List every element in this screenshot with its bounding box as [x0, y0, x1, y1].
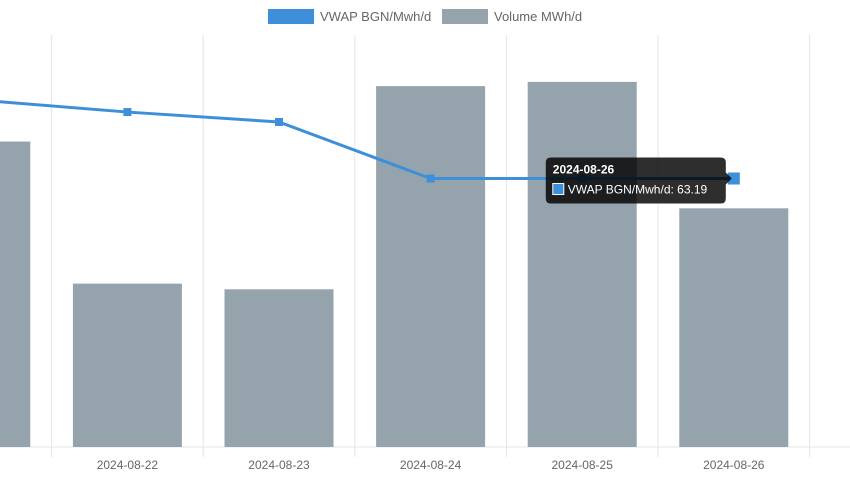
vwap-point-2024-08-24[interactable] [426, 174, 435, 183]
tooltip-title: 2024-08-26 [553, 163, 615, 177]
tooltip-background [545, 157, 732, 204]
tooltip-label: VWAP BGN/Mwh/d: 63.19 [568, 183, 708, 197]
x-tick-label: 2024-08-24 [400, 458, 462, 472]
x-tick-label: 2024-08-23 [248, 458, 310, 472]
vwap-point-2024-08-23[interactable] [275, 117, 283, 126]
legend: VWAP BGN/Mwh/d Volume MWh/d [268, 9, 582, 24]
x-tick-label: 2024-08-25 [552, 458, 614, 472]
bar-volume-2024-08-23[interactable] [224, 289, 334, 447]
x-tick-label: 2024-08-22 [97, 458, 159, 472]
tooltip: 2024-08-26 VWAP BGN/Mwh/d: 63.19 [545, 157, 732, 204]
bar-volume-2024-08-24[interactable] [376, 86, 486, 447]
volume-bars [0, 81, 789, 448]
bar-volume-2024-08-26[interactable] [679, 208, 789, 447]
bar-volume-2024-08-25[interactable] [527, 81, 637, 448]
legend-swatch-volume [442, 9, 488, 24]
vwap-point-2024-08-26[interactable] [727, 172, 740, 185]
tooltip-color-swatch [552, 183, 565, 196]
x-axis-labels: 212024-08-222024-08-232024-08-242024-08-… [97, 458, 765, 472]
vwap-point-2024-08-22[interactable] [123, 108, 132, 117]
legend-swatch-vwap [268, 9, 314, 24]
legend-item-volume[interactable]: Volume MWh/d [442, 9, 582, 24]
legend-label-volume: Volume MWh/d [494, 9, 582, 24]
x-tick-label: 2024-08-26 [703, 458, 765, 472]
bar-volume-2024-08-21[interactable] [0, 141, 31, 447]
bar-volume-2024-08-22[interactable] [72, 283, 182, 447]
legend-label-vwap: VWAP BGN/Mwh/d [320, 9, 431, 24]
legend-item-vwap[interactable]: VWAP BGN/Mwh/d [268, 9, 431, 24]
